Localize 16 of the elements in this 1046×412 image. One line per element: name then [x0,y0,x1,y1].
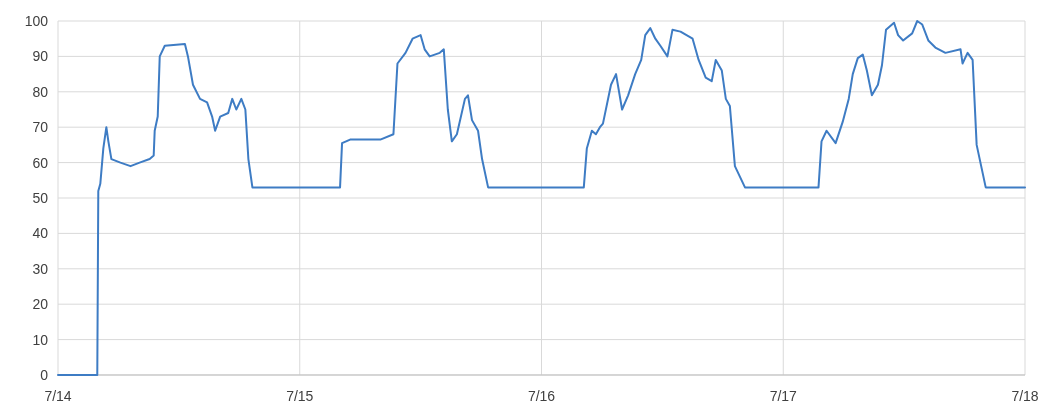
y-tick-label: 50 [32,189,49,206]
y-tick-label: 90 [32,48,49,65]
y-tick-label: 100 [24,12,49,29]
y-tick-label: 10 [32,331,49,348]
y-tick-label: 60 [32,154,49,171]
x-tick-label: 7/16 [527,388,556,404]
x-tick-label: 7/15 [286,388,314,404]
y-tick-label: 80 [32,83,49,100]
y-tick-label: 70 [32,119,49,136]
y-tick-label: 40 [32,225,49,242]
y-tick-label: 30 [32,260,49,277]
x-tick-label: 7/14 [44,388,72,404]
y-tick-label: 20 [32,296,49,313]
y-tick-label: 0 [40,366,49,383]
x-tick-label: 7/17 [769,388,798,404]
x-tick-label: 7/18 [1011,388,1039,404]
